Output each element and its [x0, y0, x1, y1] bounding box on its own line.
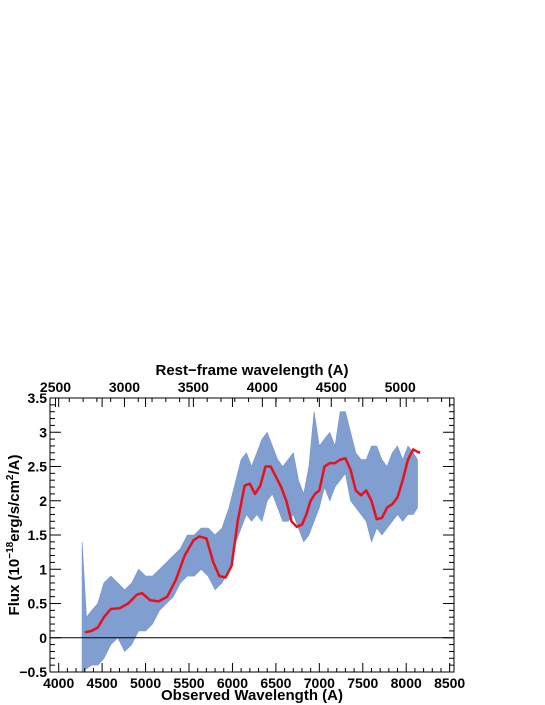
y-tick-label: 3	[39, 424, 47, 440]
top-tick-label: 3000	[109, 379, 140, 395]
x-tick-label: 5500	[173, 675, 204, 691]
y-tick-label: 2	[39, 493, 47, 509]
x-tick-label: 8500	[434, 675, 465, 691]
x-tick-label: 6000	[217, 675, 248, 691]
y-tick-label: 1	[39, 561, 47, 577]
x-tick-label: 8000	[391, 675, 422, 691]
y-tick-label: 0	[39, 630, 47, 646]
x-tick-label: 7500	[347, 675, 378, 691]
top-tick-label: 2500	[40, 379, 71, 395]
top-tick-label: 4000	[247, 379, 278, 395]
x-tick-label: 6500	[260, 675, 291, 691]
x-tick-label: 4500	[87, 675, 118, 691]
x-axis-title: Observed Wavelength (A)	[161, 687, 343, 704]
x-tick-label: 4000	[43, 675, 74, 691]
y-tick-label: 3.5	[28, 390, 48, 406]
top-tick-label: 3500	[178, 379, 209, 395]
x-tick-label: 5000	[130, 675, 161, 691]
y-tick-label: −0.5	[19, 664, 47, 680]
top-tick-label: 5000	[385, 379, 416, 395]
y-tick-label: 2.5	[28, 459, 48, 475]
y-tick-label: 0.5	[28, 596, 48, 612]
observed-spectrum-band	[81, 411, 418, 672]
x-tick-label: 7000	[304, 675, 335, 691]
top-tick-label: 4500	[316, 379, 347, 395]
y-tick-label: 1.5	[28, 527, 48, 543]
y-axis-title: Flux (10−18erg/s/cm2/A)	[5, 455, 23, 616]
top-axis-title: Rest−frame wavelength (A)	[156, 362, 349, 379]
model-fit-line	[84, 448, 421, 634]
